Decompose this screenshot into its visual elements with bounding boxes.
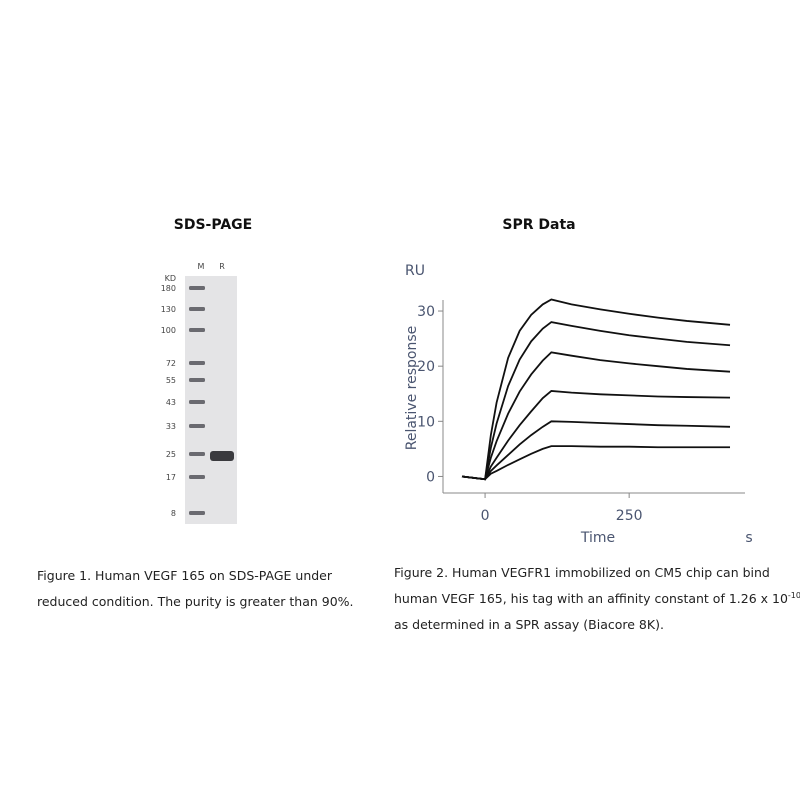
y-axis-label: Relative response <box>404 326 420 451</box>
fit-curve <box>461 445 731 481</box>
kd-label: 72 <box>166 359 176 368</box>
caption-line: human VEGF 165, his tag with an affinity… <box>394 591 800 606</box>
fit-curve <box>461 420 731 481</box>
x-tick-label: 0 <box>481 508 490 524</box>
fit-curve <box>461 390 731 481</box>
marker-band <box>189 361 205 365</box>
x-tick-label: 250 <box>616 508 643 524</box>
gel-markers: 180 130 100 72 55 43 33 25 17 8 <box>161 284 205 518</box>
lane-label: R <box>219 262 225 271</box>
caption-line: Figure 1. Human VEGF 165 on SDS-PAGE und… <box>37 568 333 583</box>
marker-band <box>189 424 205 428</box>
marker-band <box>189 475 205 479</box>
marker-band <box>189 378 205 382</box>
spr-chart: 0 10 20 30 0 250 <box>417 298 745 524</box>
superscript: -10 <box>788 591 800 600</box>
marker-band <box>189 286 205 290</box>
kd-label: 55 <box>166 376 176 385</box>
kd-unit: KD <box>165 274 176 283</box>
kd-label: 100 <box>161 326 176 335</box>
protein-band <box>210 451 234 461</box>
caption-text: human VEGF 165, his tag with an affinity… <box>394 591 788 606</box>
chart-title: SPR Data <box>502 217 575 233</box>
y-tick-label: 10 <box>417 414 435 430</box>
kd-label: 25 <box>166 450 176 459</box>
y-tick-label: 0 <box>426 469 435 485</box>
marker-band <box>189 307 205 311</box>
caption-line: Figure 2. Human VEGFR1 immobilized on CM… <box>394 565 770 580</box>
kd-label: 8 <box>171 509 176 518</box>
gel-title: SDS-PAGE <box>174 217 252 233</box>
x-unit: s <box>745 530 752 546</box>
marker-band <box>189 511 205 515</box>
kd-label: 130 <box>161 305 176 314</box>
fit-curve <box>461 321 731 481</box>
marker-band <box>189 452 205 456</box>
y-tick-label: 30 <box>417 304 435 320</box>
caption-line: as determined in a SPR assay (Biacore 8K… <box>394 617 664 632</box>
y-tick-label: 20 <box>417 359 435 375</box>
fit-curve <box>461 351 731 481</box>
kd-label: 33 <box>166 422 176 431</box>
caption-line: reduced condition. The purity is greater… <box>37 594 354 609</box>
x-axis-label: Time <box>580 530 615 546</box>
y-unit: RU <box>405 263 425 279</box>
fit-curve <box>461 298 731 481</box>
marker-band <box>189 400 205 404</box>
lane-label: M <box>198 262 205 271</box>
kd-label: 17 <box>166 473 176 482</box>
kd-label: 43 <box>166 398 176 407</box>
marker-band <box>189 328 205 332</box>
kd-label: 180 <box>161 284 176 293</box>
